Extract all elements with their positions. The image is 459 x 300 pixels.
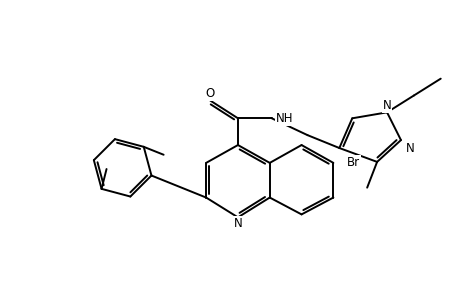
Text: O: O: [205, 88, 214, 100]
Text: Br: Br: [347, 156, 360, 170]
Text: N: N: [382, 99, 391, 112]
Text: N: N: [405, 142, 414, 155]
Text: N: N: [233, 218, 242, 230]
Text: NH: NH: [275, 112, 292, 125]
